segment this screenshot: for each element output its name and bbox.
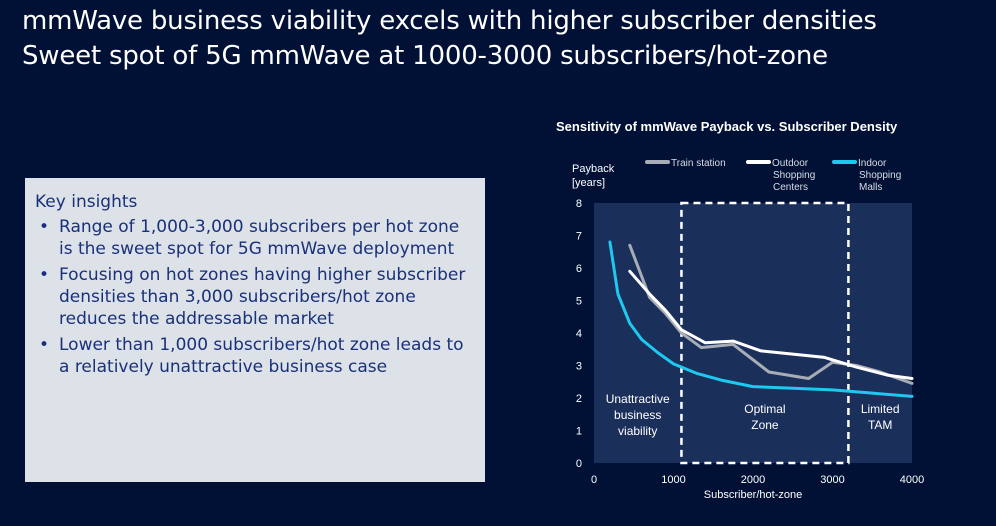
region-label: Unattractive business viability [606,392,670,438]
y-tick-label: 2 [576,393,582,405]
y-tick-label: 1 [576,426,582,438]
y-tick-label: 4 [576,328,582,340]
legend-label: Indoor Shopping Malls [858,158,901,193]
insight-item: • Focusing on hot zones having higher sub… [35,264,475,330]
x-tick-label: 3000 [820,474,844,486]
slide-title: mmWave business viability excels with hi… [22,4,877,74]
insight-item: • Range of 1,000-3,000 subscribers per ho… [35,216,475,260]
y-tick-label: 5 [576,296,582,308]
key-insights-box: Key insights • Range of 1,000-3,000 subsc… [25,178,485,482]
legend-label: Train station [671,158,726,169]
key-insights-list: • Range of 1,000-3,000 subscribers per ho… [35,216,475,378]
y-tick-label: 6 [576,263,582,275]
insight-item: • Lower than 1,000 subscribers/hot zone l… [35,334,475,378]
plot-area [594,203,912,463]
x-tick-label: 1000 [661,474,685,486]
slide-title-line1: mmWave business viability excels with hi… [22,6,877,36]
bullet-icon: • [39,265,50,285]
y-tick-label: 8 [576,198,582,210]
series-line-2 [628,269,914,380]
insight-text: Range of 1,000-3,000 subscribers per hot… [59,217,460,259]
key-insights-heading: Key insights [35,192,138,212]
region-label: Optimal Zone [744,402,785,432]
insight-text: Lower than 1,000 subscribers/hot zone le… [59,335,464,377]
x-tick-label: 4000 [900,474,924,486]
y-axis-label: Payback [years] [572,163,615,189]
legend-label: Outdoor Shopping Centers [772,158,815,193]
y-tick-label: 7 [576,231,582,243]
x-tick-label: 0 [591,474,597,486]
bullet-icon: • [39,335,50,355]
x-axis-label: Subscriber/hot-zone [704,489,802,501]
x-tick-label: 2000 [741,474,765,486]
slide-title-line2: Sweet spot of 5G mmWave at 1000-3000 sub… [22,41,828,71]
y-tick-label: 3 [576,361,582,373]
chart-title: Sensitivity of mmWave Payback vs. Subscr… [556,119,898,134]
y-tick-label: 0 [576,458,582,470]
insight-text: Focusing on hot zones having higher subs… [59,265,466,329]
bullet-icon: • [39,217,50,237]
region-label: Limited TAM [861,402,900,432]
series-line-3 [608,240,914,398]
